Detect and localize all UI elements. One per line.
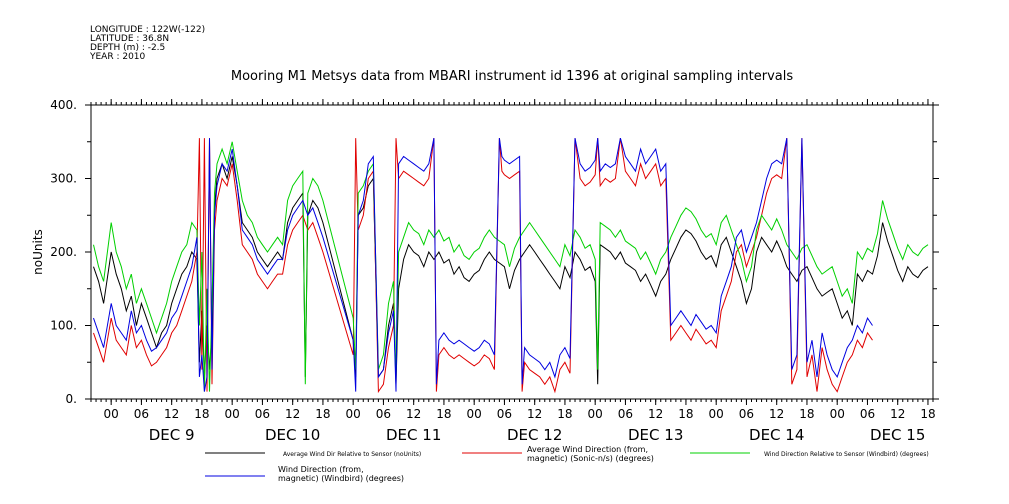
y-tick-label: 300. [50, 172, 77, 186]
metadata-year: YEAR : 2010 [89, 52, 146, 62]
y-tick-label: 100. [50, 319, 77, 333]
x-tick-label: 18 [799, 407, 814, 421]
x-tick-label: 00 [346, 407, 361, 421]
x-tick-label: 18 [557, 407, 572, 421]
legend-text-green-0: Wind Direction Relative to Sensor (Windb… [764, 451, 929, 458]
y-axis-label: noUnits [31, 229, 45, 275]
metadata-depth: DEPTH (m) : -2.5 [90, 43, 165, 53]
x-day-label: DEC 9 [149, 426, 195, 444]
x-tick-label: 06 [739, 407, 754, 421]
x-tick-label: 18 [315, 407, 330, 421]
x-tick-label: 06 [376, 407, 391, 421]
legend-text-black-0: Average Wind Dir Relative to Sensor (noU… [283, 451, 421, 458]
x-tick-label: 06 [618, 407, 633, 421]
x-tick-label: 06 [134, 407, 149, 421]
legend-text-blue-0: Wind Direction (from, [278, 465, 364, 474]
series-line-3 [93, 137, 873, 392]
x-day-label: DEC 13 [628, 426, 683, 444]
legend-text-blue-1: magnetic) (Windbird) (degrees) [278, 474, 404, 483]
x-tick-label: 06 [860, 407, 875, 421]
metadata-longitude: LONGITUDE : 122W(-122) [90, 25, 205, 35]
chart-title: Mooring M1 Metsys data from MBARI instru… [231, 69, 793, 84]
series-line-0 [93, 156, 929, 385]
x-day-label: DEC 10 [265, 426, 320, 444]
x-tick-label: 00 [709, 407, 724, 421]
series-line-2 [93, 141, 929, 392]
x-day-label: DEC 14 [749, 426, 804, 444]
x-tick-label: 06 [255, 407, 270, 421]
axis-layer: 00 06 12 18 00 06 12 18 00 06 12 18 00 06 12 18 00 06 12 18… [50, 98, 939, 444]
x-tick-label: 00 [588, 407, 603, 421]
series-layer [93, 137, 929, 394]
x-tick-label: 12 [648, 407, 663, 421]
x-tick-label: 12 [285, 407, 300, 421]
x-tick-label: 18 [194, 407, 209, 421]
x-tick-label: 06 [497, 407, 512, 421]
x-day-label: DEC 15 [870, 426, 925, 444]
x-tick-label: 12 [164, 407, 179, 421]
x-tick-label: 12 [406, 407, 421, 421]
y-tick-label: 200. [50, 245, 77, 259]
x-tick-label: 12 [890, 407, 905, 421]
legend: Average Wind Dir Relative to Sensor (noU… [205, 445, 929, 483]
x-tick-label: 18 [436, 407, 451, 421]
metadata-block: LONGITUDE : 122W(-122) LATITUDE : 36.8N … [89, 25, 205, 62]
x-tick-label: 00 [225, 407, 240, 421]
y-tick-label: 0. [66, 392, 77, 406]
x-tick-label: 00 [467, 407, 482, 421]
x-day-label: DEC 11 [386, 426, 441, 444]
legend-text-red-0: Average Wind Direction (from, [527, 445, 648, 454]
x-tick-label: 00 [104, 407, 119, 421]
metadata-latitude: LATITUDE : 36.8N [90, 34, 169, 44]
x-tick-label: 18 [920, 407, 935, 421]
y-tick-label: 400. [50, 98, 77, 112]
x-tick-label: 18 [678, 407, 693, 421]
x-tick-label: 12 [769, 407, 784, 421]
legend-text-red-1: magnetic) (Sonic-n/s) (degrees) [527, 454, 654, 463]
x-day-label: DEC 12 [507, 426, 562, 444]
x-tick-label: 00 [830, 407, 845, 421]
x-tick-label: 12 [527, 407, 542, 421]
